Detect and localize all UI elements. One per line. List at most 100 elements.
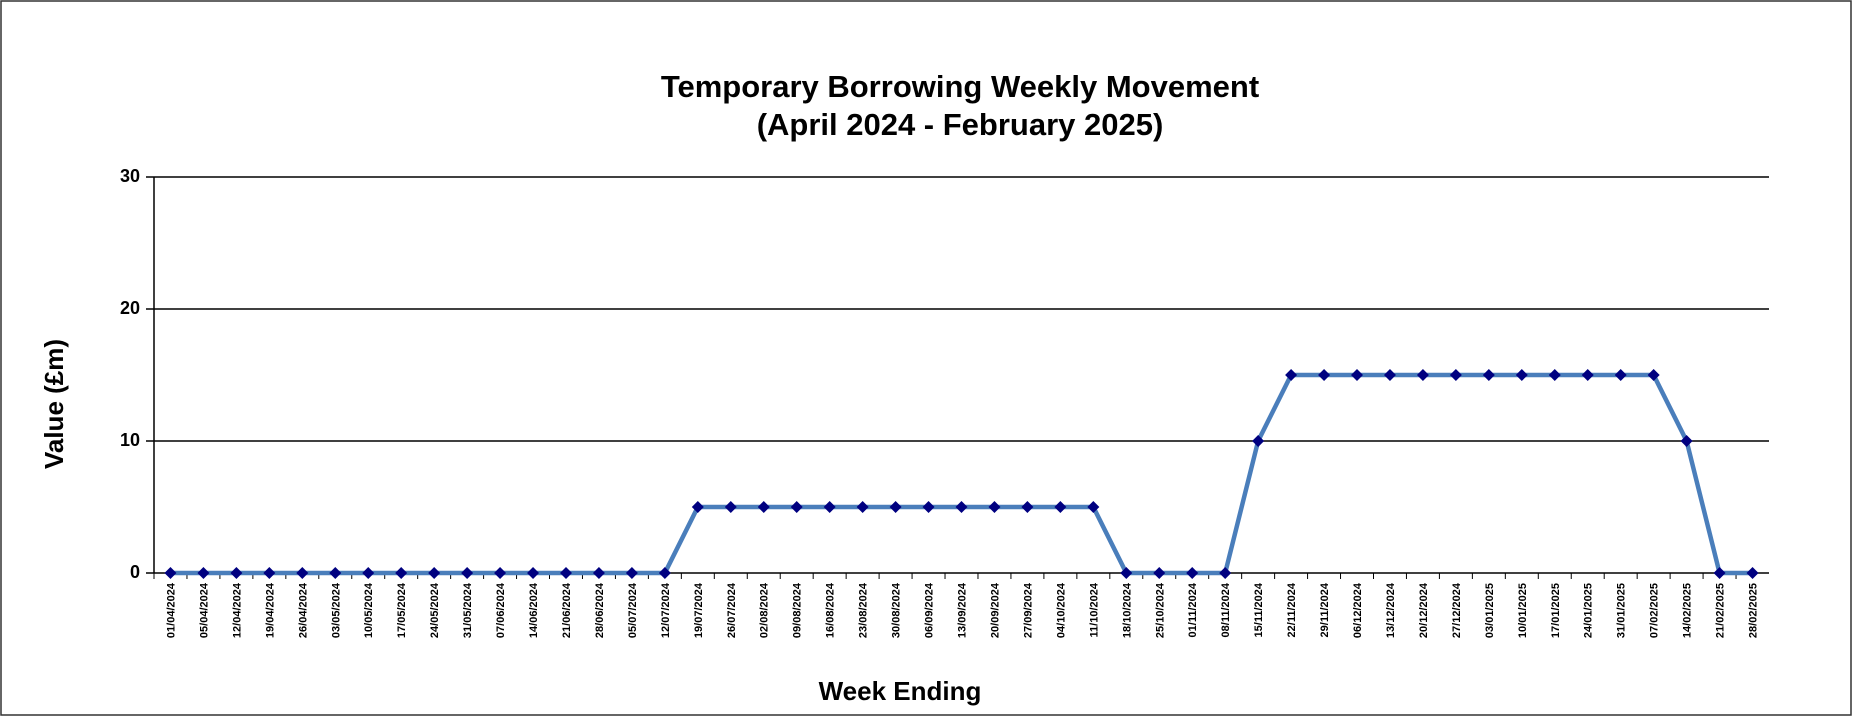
chart-title: Temporary Borrowing Weekly Movement (661, 69, 1259, 104)
x-tick-label: 24/01/2025 (1583, 583, 1595, 638)
x-tick-label: 29/11/2024 (1319, 582, 1331, 637)
x-tick-label: 20/09/2024 (989, 582, 1001, 638)
x-tick-label: 26/07/2024 (726, 582, 738, 638)
data-point (1186, 567, 1199, 579)
x-tick-label: 11/10/2024 (1088, 582, 1100, 637)
data-point (1252, 435, 1265, 447)
data-point (164, 567, 177, 579)
data-point (263, 567, 276, 579)
x-tick-label: 23/08/2024 (858, 582, 870, 638)
data-point (922, 501, 935, 513)
data-point (1383, 369, 1396, 381)
x-tick-label: 28/02/2025 (1748, 583, 1760, 638)
x-tick-label: 13/12/2024 (1385, 582, 1397, 638)
data-point (1713, 567, 1726, 579)
y-tick-label: 30 (120, 166, 140, 186)
x-tick-label: 06/09/2024 (924, 582, 936, 638)
data-point (757, 501, 770, 513)
data-point (691, 501, 704, 513)
data-point (1219, 567, 1232, 579)
data-point (395, 567, 408, 579)
y-tick-label: 0 (130, 562, 140, 582)
x-tick-label: 04/10/2024 (1055, 582, 1067, 638)
x-tick-label: 15/11/2024 (1253, 582, 1265, 637)
data-point (724, 501, 737, 513)
x-tick-label: 14/06/2024 (528, 582, 540, 638)
x-tick-label: 16/08/2024 (825, 582, 837, 638)
x-tick-label: 01/04/2024 (165, 582, 177, 638)
data-point (988, 501, 1001, 513)
data-point (1449, 369, 1462, 381)
data-point (1647, 369, 1660, 381)
y-tick-label: 20 (120, 298, 140, 318)
x-tick-label: 07/02/2025 (1649, 583, 1661, 638)
data-point (1680, 435, 1693, 447)
x-tick-label: 17/01/2025 (1550, 583, 1562, 638)
data-point (428, 567, 441, 579)
data-point (197, 567, 210, 579)
x-tick-label: 12/04/2024 (231, 582, 243, 638)
data-point (1351, 369, 1364, 381)
x-tick-label: 24/05/2024 (429, 582, 441, 638)
x-tick-label: 12/07/2024 (660, 582, 672, 638)
data-point (1285, 369, 1298, 381)
data-point (592, 567, 605, 579)
data-point (823, 501, 836, 513)
data-point (1120, 567, 1133, 579)
data-point (1614, 369, 1627, 381)
y-tick-label: 10 (120, 430, 140, 450)
data-point (461, 567, 474, 579)
x-tick-label: 22/11/2024 (1286, 582, 1298, 637)
data-point (1482, 369, 1495, 381)
data-point (1318, 369, 1331, 381)
x-tick-label: 30/08/2024 (891, 582, 903, 638)
x-tick-label: 20/12/2024 (1418, 582, 1430, 638)
x-tick-label: 21/06/2024 (561, 582, 573, 638)
data-point (1054, 501, 1067, 513)
data-point (658, 567, 671, 579)
data-point (296, 567, 309, 579)
data-point (494, 567, 507, 579)
x-tick-label: 06/12/2024 (1352, 582, 1364, 638)
data-point (790, 501, 803, 513)
x-tick-label: 13/09/2024 (957, 582, 969, 638)
x-tick-label: 07/06/2024 (495, 582, 507, 638)
data-point (1021, 501, 1034, 513)
x-tick-label: 09/08/2024 (792, 582, 804, 638)
data-point (559, 567, 572, 579)
x-tick-label: 01/11/2024 (1187, 582, 1199, 637)
data-point (1416, 369, 1429, 381)
x-tick-label: 14/02/2025 (1682, 583, 1694, 638)
x-tick-label: 19/07/2024 (693, 582, 705, 638)
chart-subtitle: (April 2024 - February 2025) (757, 107, 1164, 142)
x-tick-label: 28/06/2024 (594, 582, 606, 638)
data-point (856, 501, 869, 513)
data-point (1153, 567, 1166, 579)
data-point (329, 567, 342, 579)
x-tick-label: 03/05/2024 (330, 582, 342, 638)
data-point (1746, 567, 1759, 579)
x-tick-label: 02/08/2024 (759, 582, 771, 638)
data-point (955, 501, 968, 513)
x-tick-label: 17/05/2024 (396, 582, 408, 638)
data-point (1087, 501, 1100, 513)
x-axis-title: Week Ending (819, 676, 982, 706)
data-point (230, 567, 243, 579)
x-tick-label: 27/09/2024 (1022, 582, 1034, 638)
x-tick-label: 08/11/2024 (1220, 582, 1232, 637)
data-point (1548, 369, 1561, 381)
x-tick-label: 03/01/2025 (1484, 583, 1496, 638)
data-point (527, 567, 540, 579)
y-axis-title: Value (£m) (39, 339, 69, 469)
x-tick-label: 27/12/2024 (1451, 582, 1463, 638)
x-tick-label: 25/10/2024 (1154, 582, 1166, 638)
x-tick-label: 18/10/2024 (1121, 582, 1133, 638)
data-point (625, 567, 638, 579)
x-tick-label: 10/01/2025 (1517, 583, 1529, 638)
x-tick-label: 21/02/2025 (1715, 583, 1727, 638)
x-tick-label: 10/05/2024 (363, 582, 375, 638)
x-tick-label: 31/05/2024 (462, 582, 474, 638)
x-tick-label: 26/04/2024 (297, 582, 309, 638)
